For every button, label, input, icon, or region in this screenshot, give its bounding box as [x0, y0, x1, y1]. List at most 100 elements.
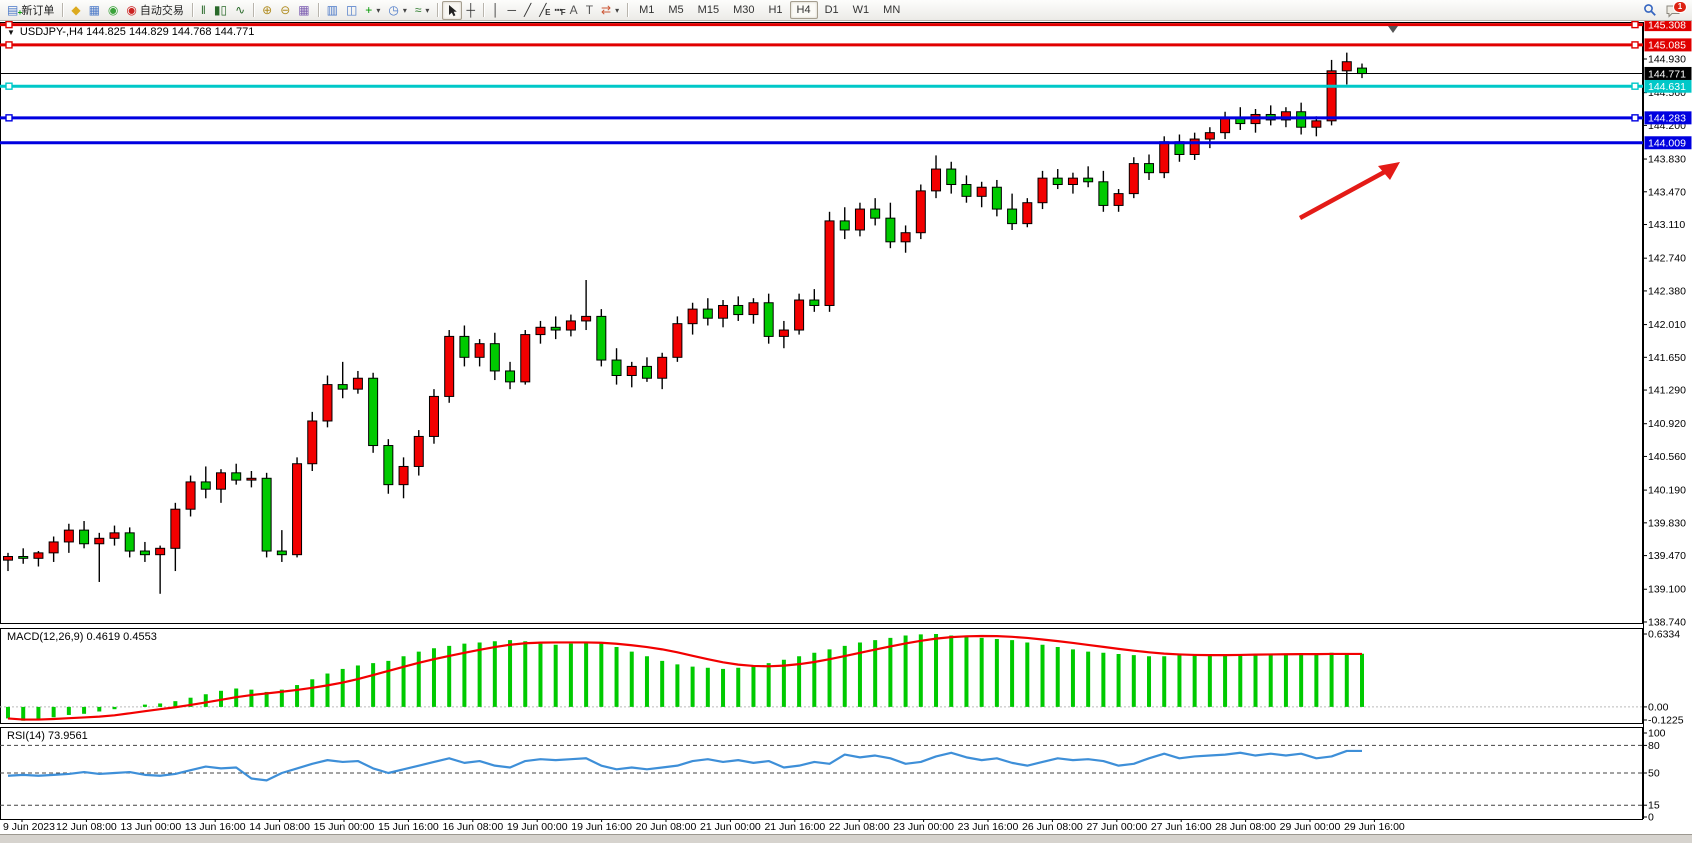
timeframe-mn-button[interactable]: MN	[883, 4, 901, 16]
macd-axis-label: 0.6334	[1648, 629, 1680, 641]
horizontal-line-icon: ─	[507, 3, 516, 17]
timeframe-d1-button[interactable]: D1	[824, 4, 839, 16]
price-tick-label: 142.380	[1648, 285, 1686, 297]
text-button[interactable]: A	[566, 1, 582, 20]
periods-clock-button[interactable]: ◷ ▾	[384, 1, 411, 20]
line-chart-button[interactable]: ∿	[231, 1, 249, 20]
timeframe-h1-button[interactable]: H1	[768, 4, 783, 16]
macd-axis-label: -0.1225	[1648, 715, 1684, 727]
line-handle[interactable]	[5, 41, 13, 49]
line-handle[interactable]	[5, 21, 13, 29]
crosshair-button[interactable]: ┼	[462, 1, 479, 20]
templates-button[interactable]: ≈ ▾	[411, 1, 434, 20]
arrange-windows-button[interactable]: ▥	[323, 1, 342, 20]
trendline-button[interactable]: ╱	[520, 1, 535, 20]
bear-candle	[1296, 111, 1307, 128]
new-order-button[interactable]: ▤ + 新订单	[3, 1, 58, 20]
price-tick-label: 140.190	[1648, 485, 1686, 497]
bull-candle	[1159, 141, 1170, 174]
time-tick-label: 28 Jun 08:00	[1215, 821, 1276, 833]
bull-candle	[931, 168, 942, 192]
candlestick-chart-button[interactable]: ▮▯	[210, 1, 231, 20]
cursor-button[interactable]	[442, 0, 463, 20]
templates-icon: ≈	[414, 3, 422, 17]
auto-trading-button[interactable]: ◉ 自动交易	[122, 1, 187, 20]
toolbar-separator	[627, 3, 629, 17]
toolbar-separator	[317, 3, 319, 17]
zoom-out-button[interactable]: ⊖	[276, 1, 294, 20]
bull-candle	[413, 435, 424, 467]
bull-candle	[535, 326, 546, 336]
new-order-icon: ▤ +	[7, 3, 23, 17]
bull-candle	[824, 220, 835, 306]
dropdown-caret-icon[interactable]: ▾	[425, 5, 430, 15]
bull-candle	[915, 190, 926, 234]
notification-badge: 1	[1673, 0, 1687, 13]
styler-bucket-button[interactable]: ◆	[67, 1, 84, 20]
line-handle[interactable]	[1631, 114, 1639, 122]
horizontal-line-button[interactable]: ─	[503, 1, 520, 20]
timeframe-h4-button[interactable]: H4	[789, 1, 818, 19]
bear-candle	[276, 550, 287, 556]
timeframe-m15-button[interactable]: M15	[697, 4, 720, 16]
bear-candle	[139, 550, 150, 556]
profiles-button[interactable]: ▦	[85, 1, 104, 20]
time-tick-label: 16 Jun 08:00	[442, 821, 503, 833]
time-tick-label: 21 Jun 00:00	[700, 821, 761, 833]
time-tick-label: 23 Jun 16:00	[958, 821, 1019, 833]
bear-candle	[1098, 181, 1109, 206]
chart-title: USDJPY-,H4 144.825 144.829 144.768 144.7…	[19, 26, 255, 38]
vertical-line-button[interactable]: │	[488, 1, 504, 20]
bull-candle	[794, 299, 805, 331]
line-handle[interactable]	[1631, 21, 1639, 29]
bar-chart-button[interactable]: ‖	[197, 1, 210, 20]
price-badge	[1644, 21, 1692, 32]
time-tick-label: 29 Jun 00:00	[1280, 821, 1341, 833]
bull-candle	[48, 541, 59, 554]
window-bottom-edge	[0, 834, 1692, 843]
bull-candle	[94, 537, 105, 545]
symbol-dropdown-icon[interactable]: ▼	[7, 27, 15, 37]
arrow-objects-button[interactable]: ⇄ ▾	[597, 1, 623, 20]
equidistant-channel-button[interactable]: ╱ E	[535, 1, 550, 20]
line-handle[interactable]	[1631, 41, 1639, 49]
timeframe-m1-button[interactable]: M1	[639, 4, 655, 16]
bear-candle	[809, 299, 820, 306]
bull-candle	[352, 377, 363, 390]
bear-candle	[459, 335, 470, 358]
price-tick-label: 141.650	[1648, 352, 1686, 364]
timeframe-m5-button[interactable]: M5	[668, 4, 684, 16]
cascade-windows-button[interactable]: ◫	[342, 1, 361, 20]
search-button[interactable]	[1639, 1, 1661, 20]
sounds-button[interactable]: ◉	[104, 1, 122, 20]
search-icon	[1644, 4, 1656, 16]
arrow-objects-icon: ⇄	[601, 3, 612, 17]
toolbar-separator	[437, 3, 439, 17]
line-handle[interactable]	[1631, 82, 1639, 90]
tile-windows-button[interactable]: ▦	[294, 1, 313, 20]
timeframe-w1-button[interactable]: W1	[852, 4, 870, 16]
arrow-annotation[interactable]	[1298, 162, 1400, 220]
bull-candle	[3, 555, 13, 561]
bull-candle	[155, 547, 166, 556]
chart-canvas[interactable]: 144.930144.560144.200143.830143.470143.1…	[0, 21, 1692, 834]
line-handle[interactable]	[5, 82, 13, 90]
zoom-in-button[interactable]: ⊕	[258, 1, 276, 20]
text-label-button[interactable]: T	[582, 1, 597, 20]
overlay-glyph: +	[17, 8, 23, 17]
arrange-windows-icon: ▥	[326, 3, 338, 17]
bull-candle	[33, 552, 44, 559]
line-handle[interactable]	[5, 114, 13, 122]
time-tick-label: 13 Jun 16:00	[185, 821, 246, 833]
dropdown-caret-icon[interactable]: ▾	[402, 5, 407, 15]
time-tick-label: 21 Jun 16:00	[764, 821, 825, 833]
bear-candle	[505, 370, 516, 383]
bear-candle	[489, 343, 500, 372]
dropdown-caret-icon[interactable]: ▾	[615, 5, 620, 15]
bear-candle	[641, 365, 652, 379]
add-indicator-button[interactable]: + ▾	[361, 1, 384, 20]
notifications-button[interactable]: 1	[1661, 0, 1689, 20]
dropdown-caret-icon[interactable]: ▾	[376, 5, 381, 15]
timeframe-m30-button[interactable]: M30	[733, 4, 755, 16]
fibonacci-button[interactable]: ┅ F	[550, 1, 565, 20]
